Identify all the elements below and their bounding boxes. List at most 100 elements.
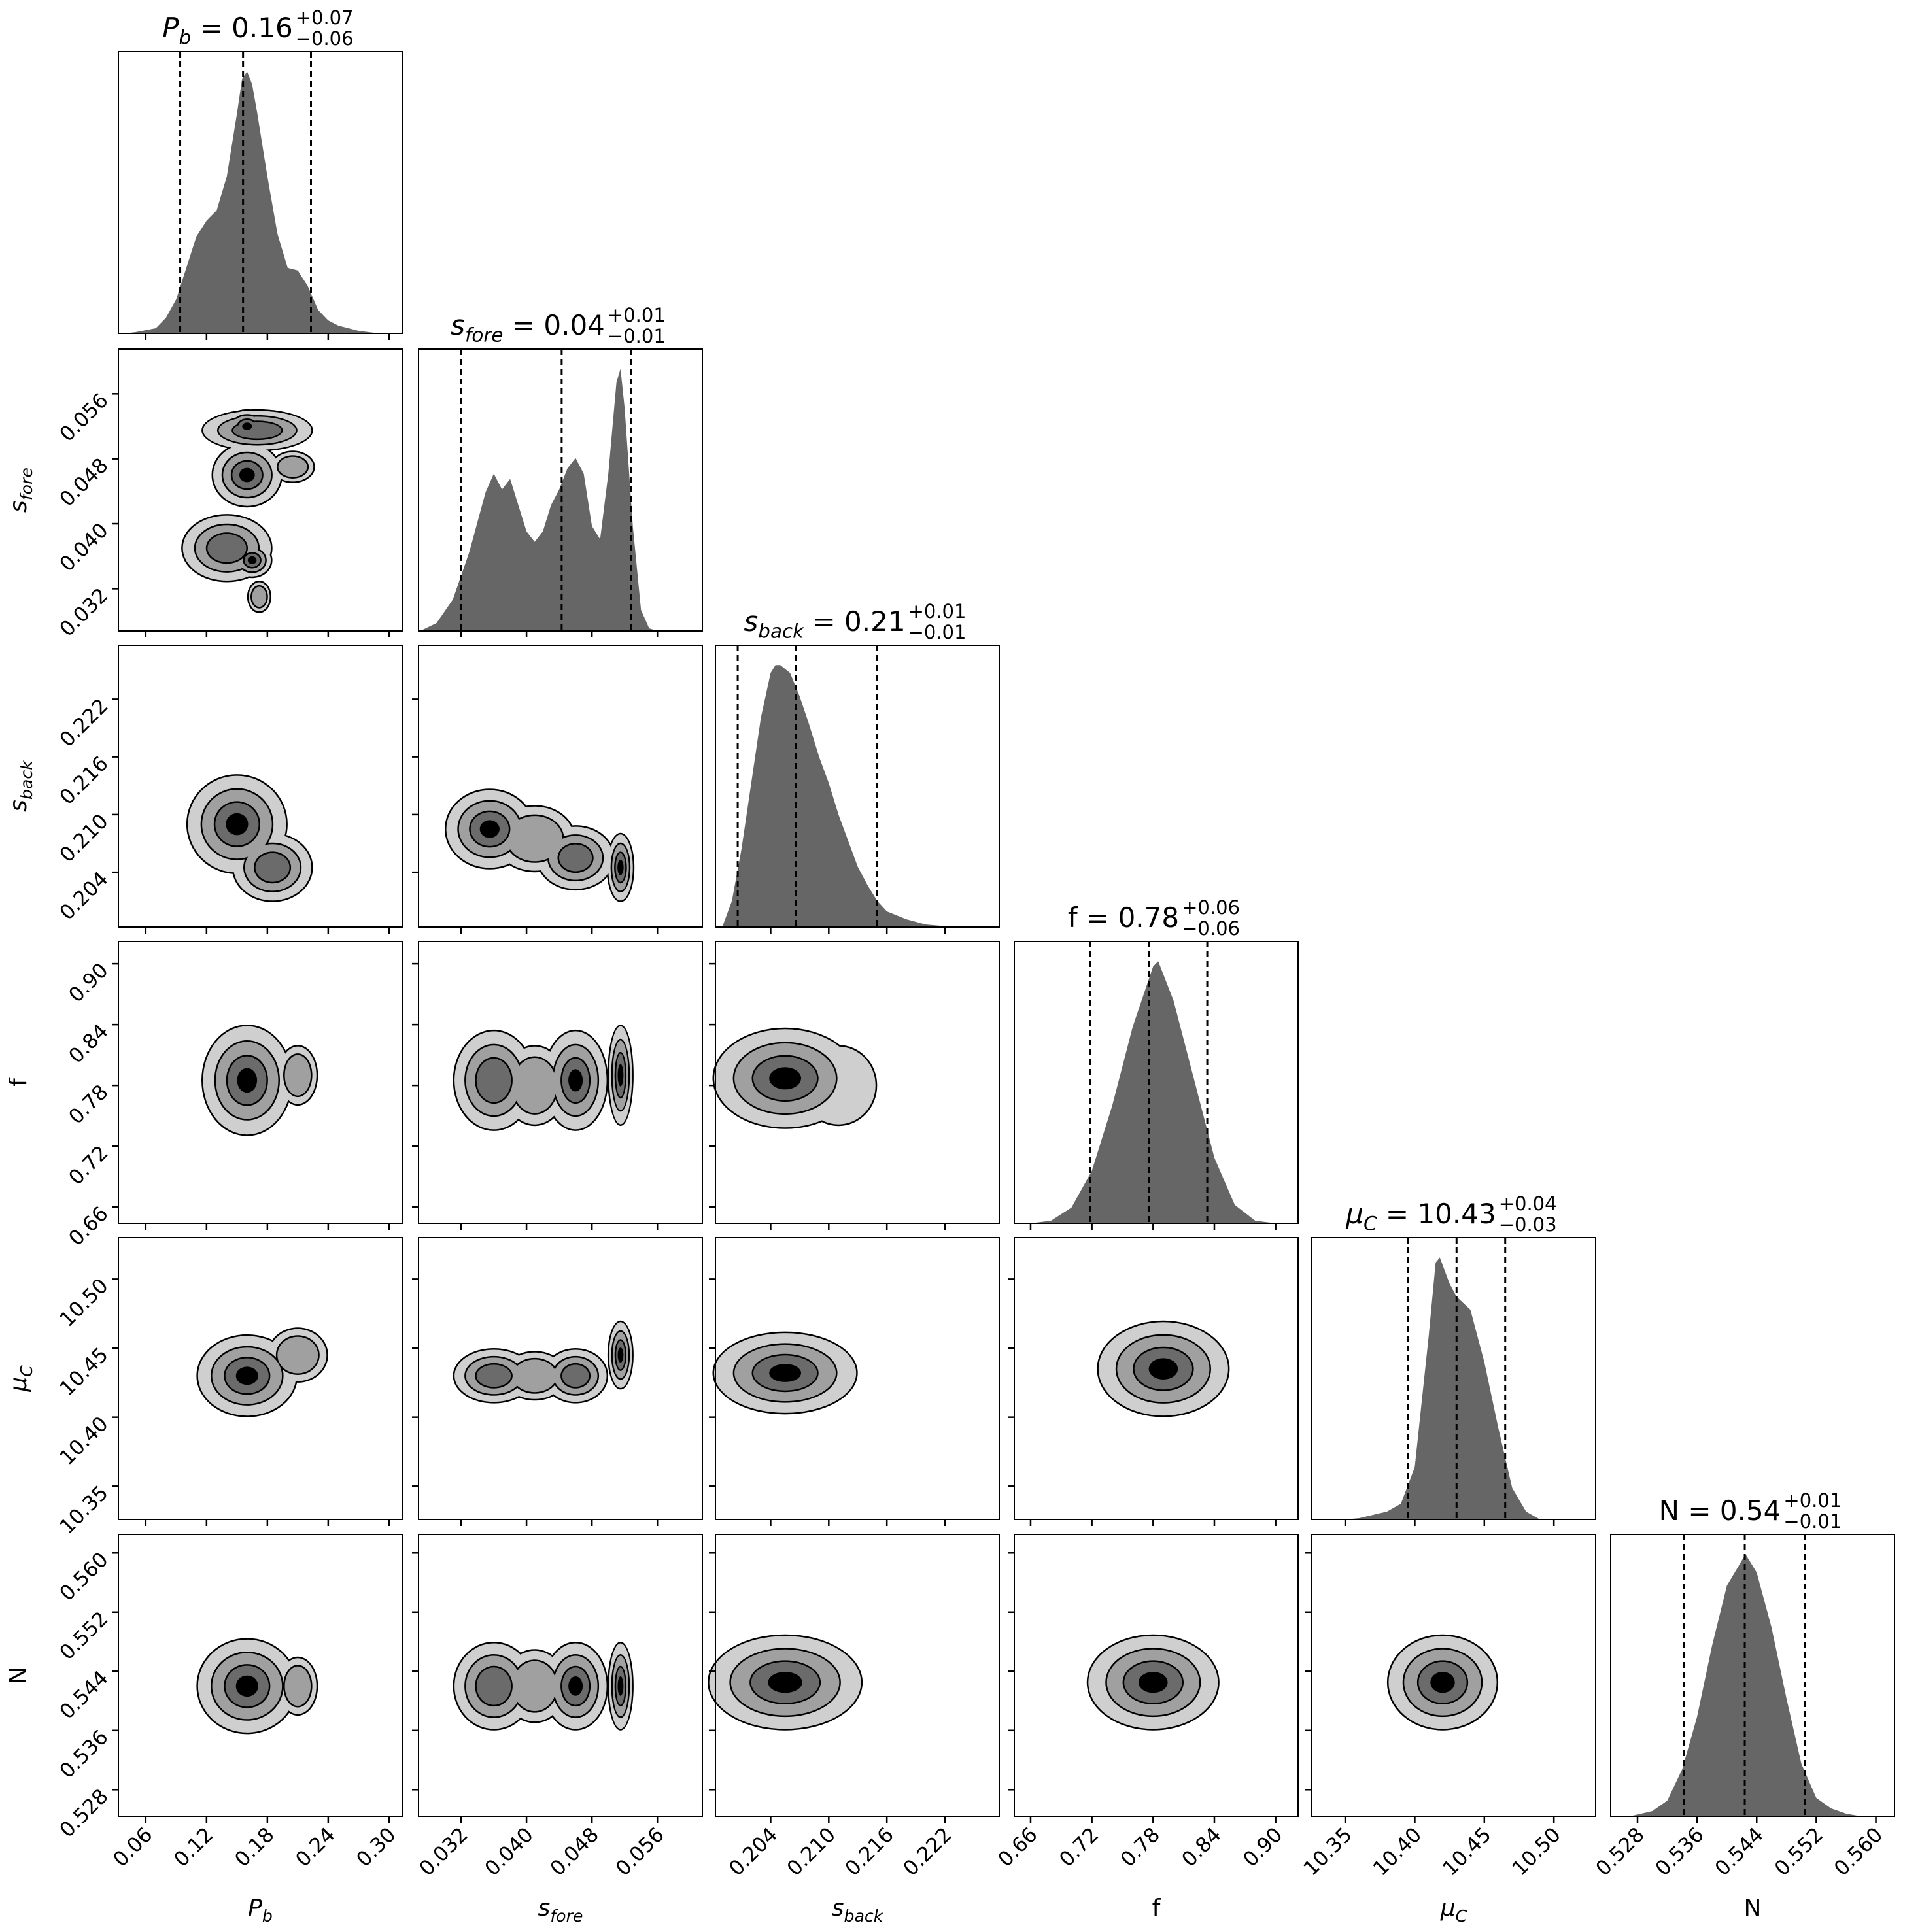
contour-fill-level-3 <box>481 821 498 837</box>
y-axis-label-symbol: s <box>5 800 32 812</box>
contour-fill-level-1 <box>513 1661 557 1712</box>
y-axis-label-symbol: μ <box>5 1377 32 1393</box>
contour-fill-level-3 <box>619 1066 622 1085</box>
y-axis-label-subscript: back <box>17 760 36 800</box>
contour-fill-level-3 <box>570 1678 581 1695</box>
x-tick-label: 0.210 <box>783 1823 840 1880</box>
panel-frame <box>118 1534 403 1817</box>
y-tick-label: 10.45 <box>55 1343 112 1400</box>
contour-panel-1-4 <box>412 1237 703 1520</box>
contour-fill-level-3 <box>239 1070 256 1091</box>
contour-panel-1-2 <box>412 645 703 928</box>
histogram-area <box>125 71 379 333</box>
y-tick-label: 0.78 <box>64 1080 112 1128</box>
panel-frame <box>1014 1534 1299 1817</box>
panel-title-symbol: P <box>162 12 179 44</box>
panel-frame <box>1311 1534 1596 1817</box>
histogram-panel-5: N = 0.54 +0.01−0.01 <box>1610 1489 1895 1817</box>
contour-fill-level-3 <box>241 469 254 481</box>
x-axis-label-symbol: s <box>538 1895 551 1922</box>
y-tick-label: 0.66 <box>64 1202 112 1250</box>
x-axis-label: sback <box>832 1895 884 1925</box>
contour-fill-level-1 <box>277 1336 318 1374</box>
y-axis-label-subscript: fore <box>17 467 36 500</box>
x-tick-label: 0.90 <box>1239 1823 1287 1871</box>
y-tick-label: 0.552 <box>55 1607 112 1665</box>
panel-frame <box>1014 941 1299 1224</box>
title-value: = 0.78 <box>1078 902 1179 934</box>
contour-fill-level-3 <box>770 1068 800 1088</box>
contour-fill-level-3 <box>770 1365 800 1381</box>
y-axis-label-subscript: C <box>17 1365 36 1377</box>
title-upper-error: +0.01 <box>1783 1489 1842 1512</box>
contour-fill-level-2 <box>476 1667 511 1705</box>
panel-title-subscript: back <box>758 620 804 643</box>
x-tick-label: 10.50 <box>1508 1823 1566 1880</box>
histogram-area <box>420 369 658 631</box>
panel-frame <box>118 348 403 632</box>
contour-fill-level-3 <box>1140 1673 1167 1691</box>
contour-fill-level-3 <box>249 558 255 563</box>
panel-title-symbol: s <box>744 605 758 637</box>
contour-fill-level-3 <box>1431 1673 1454 1691</box>
x-tick-label: 0.216 <box>841 1823 899 1880</box>
histogram-area <box>722 665 955 927</box>
panel-frame <box>1311 1237 1596 1520</box>
panel-title-subscript: b <box>179 27 192 49</box>
panel-frame <box>418 941 703 1224</box>
panel-title: N = 0.54 <box>1659 1495 1781 1527</box>
contour-fill-level-2 <box>562 1364 589 1387</box>
y-axis-label-symbol: N <box>5 1667 32 1684</box>
y-tick-label: 0.048 <box>55 454 112 511</box>
x-tick-label: 0.222 <box>899 1823 956 1880</box>
panel-frame <box>418 348 703 632</box>
contour-fill-level-1 <box>252 586 267 607</box>
x-axis-label-subscript: b <box>262 1907 273 1925</box>
x-axis-label-symbol: N <box>1744 1895 1762 1922</box>
title-value: = 10.43 <box>1377 1198 1496 1230</box>
contour-fill-level-2 <box>207 534 247 562</box>
title-upper-error: +0.01 <box>608 304 666 326</box>
contour-fill-level-2 <box>559 844 592 872</box>
title-upper-error: +0.04 <box>1499 1193 1557 1215</box>
contour-fill-level-3 <box>619 1678 622 1695</box>
contour-panel-4-5 <box>1305 1534 1596 1817</box>
x-axis-label: Pb <box>248 1895 273 1925</box>
panel-frame <box>715 941 1000 1224</box>
contour-fill-level-3 <box>237 1677 257 1695</box>
panel-frame <box>418 645 703 928</box>
contour-panel-2-3 <box>709 941 1000 1224</box>
histogram-panel-2: sback = 0.21 +0.01−0.01 <box>715 600 1000 928</box>
histogram-area <box>1030 961 1276 1223</box>
contour-panel-3-4 <box>1008 1237 1299 1520</box>
x-axis-label-subscript: back <box>844 1907 883 1925</box>
x-tick-label: 0.30 <box>352 1823 400 1871</box>
contour-panel-3-5 <box>1008 1534 1299 1817</box>
contour-fill-level-2 <box>255 853 290 882</box>
x-tick-label: 0.544 <box>1711 1823 1768 1880</box>
y-tick-label: 10.35 <box>55 1481 112 1538</box>
x-tick-label: 0.06 <box>109 1823 157 1871</box>
contour-fill-level-1 <box>513 1359 557 1393</box>
x-tick-label: 0.12 <box>169 1823 218 1871</box>
x-tick-label: 10.35 <box>1299 1823 1357 1880</box>
contour-fill-level-3 <box>570 1070 581 1090</box>
panel-title: μC = 10.43 <box>1345 1198 1496 1235</box>
contour-fill-level-2 <box>476 1059 511 1102</box>
y-tick-label: 0.210 <box>55 809 112 867</box>
y-tick-label: 0.528 <box>55 1784 112 1842</box>
panel-frame <box>715 1237 1000 1520</box>
title-upper-error: +0.07 <box>296 7 354 29</box>
panel-frame <box>715 645 1000 928</box>
x-tick-label: 0.048 <box>546 1823 604 1880</box>
contour-fill-level-1 <box>284 1666 311 1706</box>
x-tick-label: 0.204 <box>725 1823 782 1880</box>
y-tick-label: 0.544 <box>55 1666 112 1723</box>
x-tick-label: 0.66 <box>993 1823 1042 1871</box>
y-axis-label-symbol: f <box>5 1077 32 1087</box>
x-tick-label: 0.552 <box>1770 1823 1828 1880</box>
contour-panel-1-5 <box>412 1534 703 1817</box>
y-axis-label: sback <box>5 760 36 812</box>
panel-title: Pb = 0.16 <box>162 12 292 49</box>
